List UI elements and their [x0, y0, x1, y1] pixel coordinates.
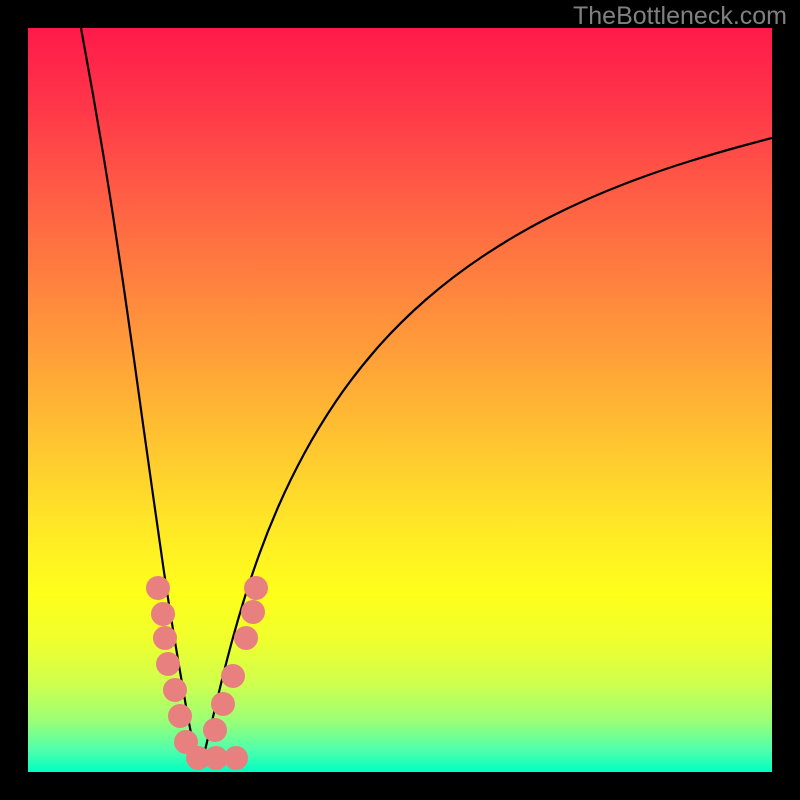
data-marker — [156, 652, 180, 676]
plot-area — [28, 28, 772, 772]
data-marker — [241, 600, 265, 624]
chart-svg — [28, 28, 772, 772]
data-marker — [163, 678, 187, 702]
data-marker — [234, 626, 258, 650]
data-marker — [203, 718, 227, 742]
data-marker — [153, 626, 177, 650]
watermark-text: TheBottleneck.com — [573, 2, 787, 31]
data-marker — [146, 576, 170, 600]
data-marker — [221, 664, 245, 688]
data-marker — [224, 746, 248, 770]
data-marker — [168, 704, 192, 728]
data-marker — [244, 576, 268, 600]
data-marker — [211, 692, 235, 716]
data-marker — [151, 602, 175, 626]
